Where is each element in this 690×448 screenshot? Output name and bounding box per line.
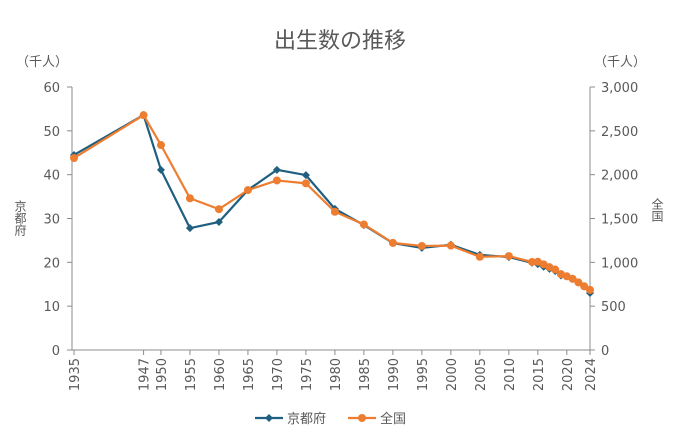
left-tick-label: 60 xyxy=(43,81,60,96)
x-tick-label: 1965 xyxy=(242,358,257,391)
right-tick-label: 0 xyxy=(601,344,609,359)
data-point xyxy=(417,241,426,250)
data-point xyxy=(243,186,252,195)
data-point xyxy=(139,111,148,120)
right-tick-label: 1,000 xyxy=(601,256,638,271)
right-tick-label: 500 xyxy=(601,300,626,315)
left-tick-label: 20 xyxy=(43,256,60,271)
data-point xyxy=(580,282,589,291)
left-axis-label: 京都府 xyxy=(13,200,27,236)
right-axis-label: 全国 xyxy=(650,197,664,222)
data-point xyxy=(214,205,223,214)
data-point xyxy=(272,176,281,185)
x-tick-label: 1970 xyxy=(271,358,286,391)
x-tick-label: 1947 xyxy=(138,358,153,391)
legend-label: 全国 xyxy=(380,411,406,427)
left-tick-label: 10 xyxy=(43,300,60,315)
chart-title: 出生数の推移 xyxy=(274,29,406,54)
x-tick-label: 1935 xyxy=(68,358,83,391)
data-point xyxy=(528,257,537,266)
x-tick-label: 2015 xyxy=(532,358,547,391)
x-tick-label: 2005 xyxy=(474,358,489,391)
data-point xyxy=(568,274,577,283)
right-tick-label: 2,500 xyxy=(601,125,638,140)
x-tick-label: 1980 xyxy=(329,358,344,391)
data-point xyxy=(586,285,594,294)
x-tick-label: 1975 xyxy=(300,358,315,391)
x-tick-label: 2024 xyxy=(584,358,599,391)
right-tick-label: 1,500 xyxy=(601,213,638,228)
left-tick-label: 50 xyxy=(43,125,60,140)
data-point xyxy=(185,194,194,203)
data-point xyxy=(70,154,78,163)
x-tick-label: 1995 xyxy=(416,358,431,391)
x-tick-label: 2000 xyxy=(445,358,460,391)
data-point xyxy=(359,220,368,229)
left-tick-label: 0 xyxy=(52,344,60,359)
data-point xyxy=(214,218,223,227)
x-tick-label: 1985 xyxy=(358,358,373,391)
right-tick-label: 2,000 xyxy=(601,169,638,184)
data-point xyxy=(301,171,310,180)
data-point xyxy=(272,165,281,174)
data-point xyxy=(388,238,397,247)
x-tick-label: 1950 xyxy=(155,358,170,391)
data-point xyxy=(156,141,165,150)
right-tick-label: 3,000 xyxy=(601,81,638,96)
legend-label: 京都府 xyxy=(287,412,326,427)
series-line-京都府 xyxy=(73,113,591,294)
data-point xyxy=(551,265,560,274)
x-tick-label: 1960 xyxy=(213,358,228,391)
legend-marker xyxy=(358,414,366,422)
x-tick-label: 1955 xyxy=(184,358,199,391)
data-point xyxy=(301,179,310,188)
legend-marker xyxy=(265,414,273,422)
left-unit-label: （千人） xyxy=(16,55,68,70)
x-tick-label: 1990 xyxy=(387,358,402,391)
right-unit-label: （千人） xyxy=(594,55,646,70)
data-point xyxy=(156,165,165,174)
left-tick-label: 30 xyxy=(43,213,60,228)
x-tick-label: 2020 xyxy=(561,358,576,391)
legend: 京都府 全国 xyxy=(255,411,406,427)
data-point xyxy=(574,278,583,287)
data-point xyxy=(504,252,513,261)
x-tick-label: 2010 xyxy=(503,358,518,391)
data-point xyxy=(446,241,455,250)
data-point xyxy=(185,224,194,233)
left-tick-label: 40 xyxy=(43,169,60,184)
data-point xyxy=(475,252,484,261)
data-point xyxy=(330,207,339,216)
